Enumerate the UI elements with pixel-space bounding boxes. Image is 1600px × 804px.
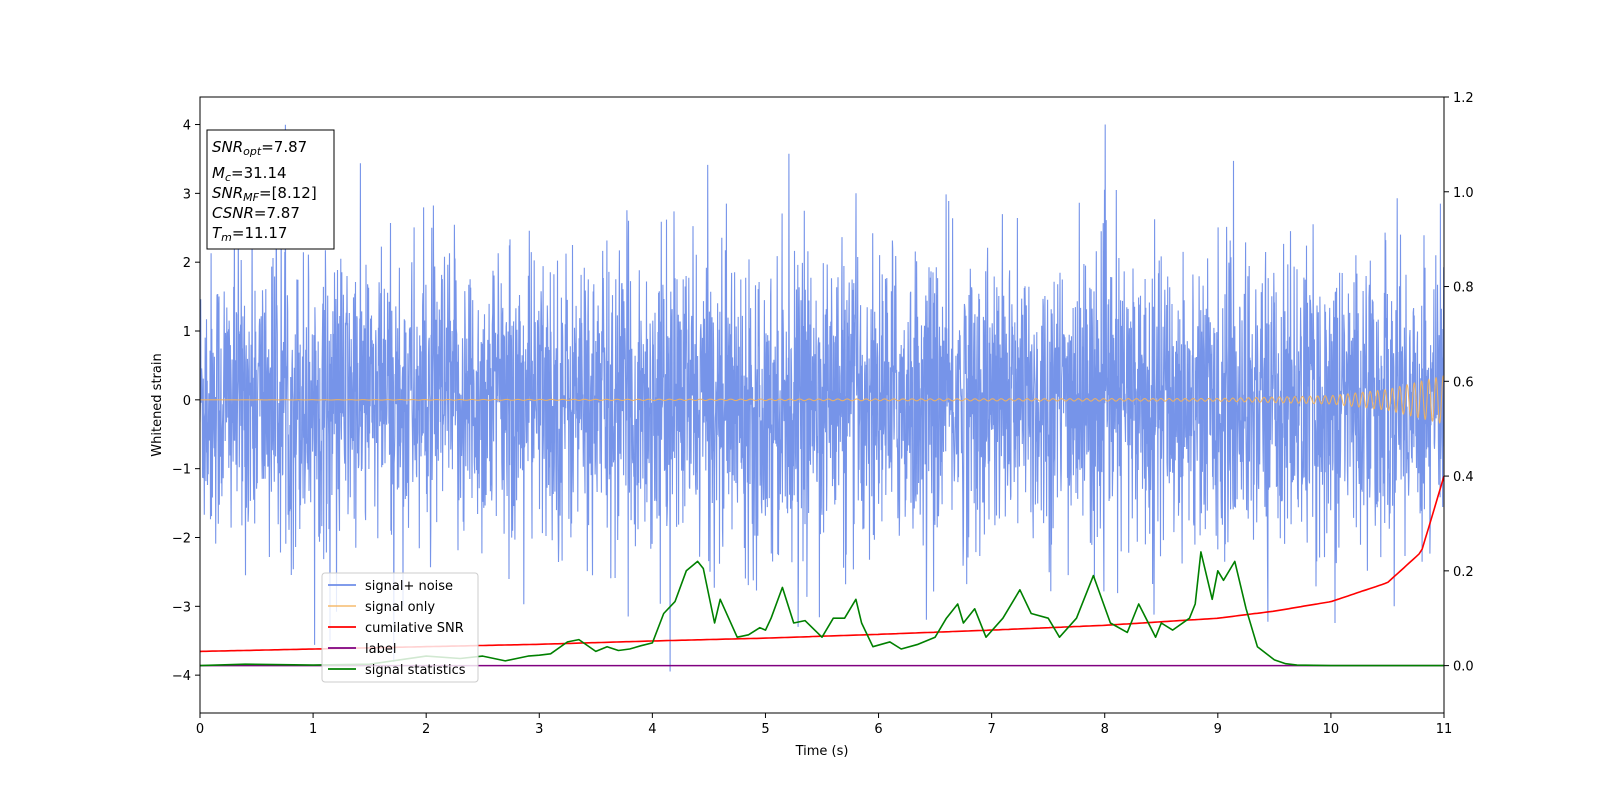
info-csnr: CSNR=7.87 [212, 204, 300, 222]
x-tick-label: 9 [1214, 722, 1222, 737]
info-mc-base: M [212, 164, 225, 182]
info-snr-opt-base: SNR [212, 138, 243, 156]
y-right-tick-label: 1.0 [1453, 186, 1474, 201]
x-tick-label: 11 [1436, 722, 1453, 737]
y-right-tick-label: 0.4 [1453, 470, 1474, 485]
y-right-tick-label: 0.8 [1453, 281, 1474, 296]
info-tm-value: =11.17 [232, 224, 288, 242]
y-right-tick-label: 0.0 [1453, 660, 1474, 675]
info-snr-mf-sub: MF [243, 191, 259, 204]
legend-label-signal-statistics: signal statistics [365, 663, 466, 678]
info-snr-opt: SNRopt=7.87 [212, 138, 307, 158]
series-signal-noise-line [200, 124, 1444, 672]
y-right-tick-label: 0.2 [1453, 565, 1474, 580]
axes-layer: 0 1 2 3 4 5 6 7 8 9 10 11 −4 −3 −2 −1 0 1 2 3 4 0.0 0.2 0.4 0.6 0… [150, 91, 1474, 759]
info-snr-mf: SNRMF=[8.12] [212, 184, 317, 204]
y-tick-label: −2 [172, 531, 191, 546]
series-signal-statistics-line [200, 551, 1444, 667]
legend-label-signal-noise: signal+ noise [365, 579, 453, 594]
legend-label-label: label [365, 642, 396, 657]
info-mc-sub: c [225, 171, 231, 184]
plot-frame [199, 96, 1445, 714]
y-tick-label: −1 [172, 463, 191, 478]
x-tick-label: 1 [309, 722, 317, 737]
info-snr-opt-sub: opt [243, 145, 262, 158]
y-axis-label: Whitened strain [150, 353, 165, 456]
info-csnr-value: =7.87 [254, 204, 300, 222]
x-tick-label: 3 [535, 722, 543, 737]
y-tick-label: 1 [183, 325, 191, 340]
y-tick-label: −4 [172, 669, 191, 684]
info-snr-mf-value: =[8.12] [259, 184, 317, 202]
y-tick-label: 4 [183, 119, 191, 134]
y-right-tick-label: 1.2 [1453, 91, 1474, 106]
x-tick-label: 10 [1323, 722, 1340, 737]
y-tick-label: −3 [172, 600, 191, 615]
info-box: SNRopt=7.87Mc=31.14SNRMF=[8.12]CSNR=7.87… [206, 129, 335, 250]
legend-label-signal-only: signal only [365, 600, 435, 615]
legend-frame [321, 572, 479, 683]
info-tm-base: T [212, 224, 223, 242]
y-tick-label: 2 [183, 256, 191, 271]
info-box-frame [206, 129, 335, 250]
info-snr-mf-base: SNR [212, 184, 243, 202]
series-signal-only-line [200, 375, 1444, 424]
legend-label-cumulative-snr: cumilative SNR [365, 621, 464, 636]
info-tm-sub: m [221, 231, 232, 244]
legend: signal+ noise signal only cumilative SNR la… [321, 572, 479, 683]
x-tick-label: 0 [196, 722, 204, 737]
x-tick-label: 6 [874, 722, 882, 737]
y-right-tick-label: 0.6 [1453, 375, 1474, 390]
info-mc: Mc=31.14 [212, 164, 287, 184]
y-tick-label: 0 [183, 394, 191, 409]
x-tick-label: 4 [648, 722, 656, 737]
info-snr-opt-value: =7.87 [261, 138, 307, 156]
x-axis-label: Time (s) [795, 744, 849, 759]
x-tick-label: 5 [761, 722, 769, 737]
info-tm: Tm=11.17 [212, 224, 287, 244]
info-csnr-base: CSNR [212, 204, 254, 222]
info-mc-value: =31.14 [231, 164, 287, 182]
x-tick-label: 7 [987, 722, 995, 737]
x-tick-label: 8 [1101, 722, 1109, 737]
y-tick-label: 3 [183, 187, 191, 202]
x-tick-label: 2 [422, 722, 430, 737]
